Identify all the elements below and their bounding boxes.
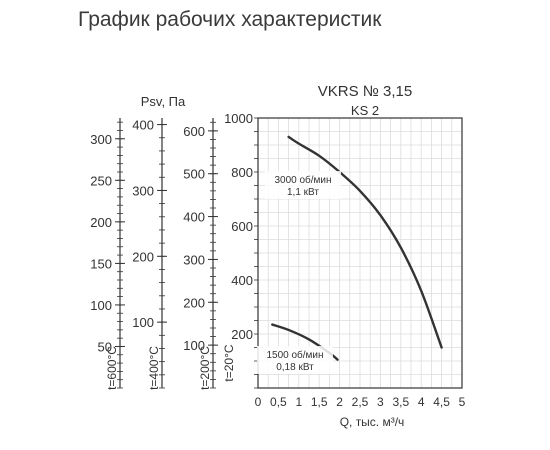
series-label: 1,1 кВт [287,187,319,198]
x-tick-label: 2,5 [352,395,369,409]
temperature-tick-label: 100 [132,315,154,330]
temperature-tick-label: 200 [132,249,154,264]
x-tick-label: 5 [459,395,466,409]
temperature-scale-label: t=20°C [222,344,236,381]
temperature-tick-label: 100 [183,338,205,353]
x-tick-label: 3,5 [392,395,409,409]
temperature-tick-label: 400 [132,118,154,133]
temperature-tick-label: 250 [90,173,112,188]
temperature-tick-label: 50 [98,339,112,354]
y-axis-label: Psv, Па [141,94,186,109]
temperature-tick-label: 100 [90,298,112,313]
temperature-scale-label: t=400°C [147,346,161,390]
x-axis-label: Q, тыс. м³/ч [340,415,405,429]
temperature-tick-label: 200 [183,295,205,310]
x-tick-label: 4 [418,395,425,409]
x-tick-label: 4,5 [433,395,450,409]
y-tick-label: 1000 [224,111,253,126]
temperature-tick-label: 300 [132,183,154,198]
y-tick-label: 600 [231,219,253,234]
series-label-background [265,171,341,199]
series-label: 1500 об/мин [266,349,323,361]
series-label-background [257,346,333,374]
x-tick-label: 0 [255,395,262,409]
temperature-tick-label: 300 [183,252,205,267]
y-tick-label: 400 [231,273,253,288]
y-tick-label: 200 [231,327,253,342]
chart-subtitle: KS 2 [351,103,379,118]
temperature-tick-label: 500 [183,167,205,182]
temperature-tick-label: 300 [90,132,112,147]
x-tick-label: 0,5 [270,395,287,409]
temperature-scale-label: t=600°C [105,346,119,390]
temperature-tick-label: 600 [183,124,205,139]
series-line [287,135,443,349]
x-tick-label: 2 [336,395,343,409]
temperature-tick-label: 200 [90,215,112,230]
series-label: 3000 об/мин [274,174,331,186]
y-tick-label: 800 [231,165,253,180]
temperature-tick-label: 400 [183,210,205,225]
chart-title: VKRS № 3,15 [318,83,412,100]
temperature-scale-label: t=200°C [198,346,212,390]
x-tick-label: 1,5 [311,395,328,409]
temperature-tick-label: 150 [90,256,112,271]
series-label: 0,18 кВт [276,362,314,373]
page-title: График рабочих характеристик [78,8,382,31]
x-tick-label: 3 [377,395,384,409]
x-tick-label: 1 [295,395,302,409]
